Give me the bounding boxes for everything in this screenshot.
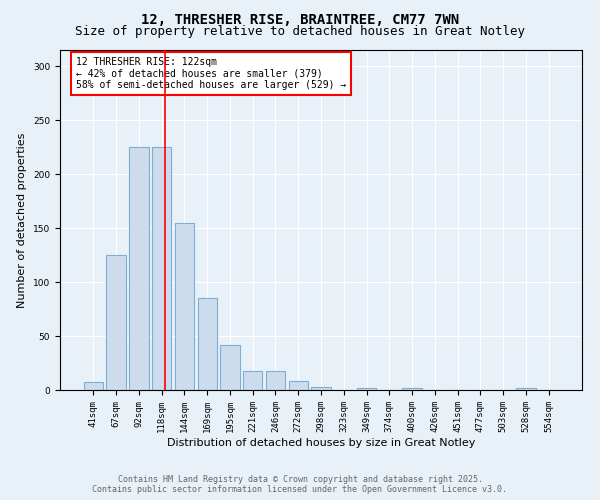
Bar [129, 147, 149, 390]
Bar [311, 387, 331, 390]
Bar [403, 388, 422, 390]
Bar [197, 298, 217, 390]
Bar [106, 255, 126, 390]
Bar [243, 370, 262, 390]
Bar [152, 147, 172, 390]
Text: 12 THRESHER RISE: 122sqm
← 42% of detached houses are smaller (379)
58% of semi-: 12 THRESHER RISE: 122sqm ← 42% of detach… [76, 57, 346, 90]
Bar [266, 370, 285, 390]
Bar [220, 344, 239, 390]
Bar [357, 388, 376, 390]
Bar [516, 388, 536, 390]
Bar [175, 222, 194, 390]
X-axis label: Distribution of detached houses by size in Great Notley: Distribution of detached houses by size … [167, 438, 475, 448]
Bar [84, 382, 103, 390]
Text: Contains HM Land Registry data © Crown copyright and database right 2025.
Contai: Contains HM Land Registry data © Crown c… [92, 474, 508, 494]
Text: Size of property relative to detached houses in Great Notley: Size of property relative to detached ho… [75, 24, 525, 38]
Y-axis label: Number of detached properties: Number of detached properties [17, 132, 28, 308]
Bar [289, 382, 308, 390]
Text: 12, THRESHER RISE, BRAINTREE, CM77 7WN: 12, THRESHER RISE, BRAINTREE, CM77 7WN [141, 12, 459, 26]
